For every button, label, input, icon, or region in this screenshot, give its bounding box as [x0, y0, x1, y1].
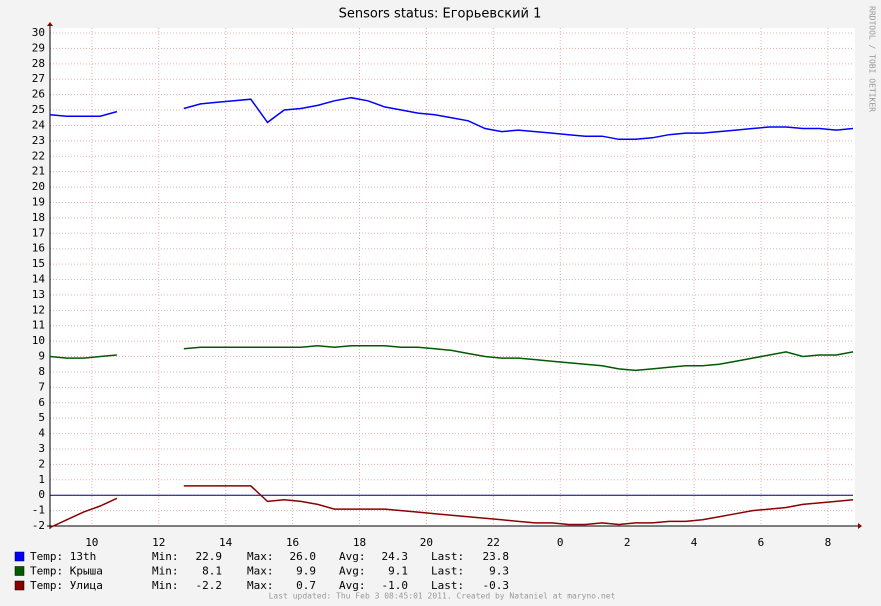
x-tick-label: 8	[825, 536, 832, 549]
x-tick-label: 4	[691, 536, 698, 549]
x-tick-label: 16	[286, 536, 299, 549]
legend-label: Temp: Улица	[30, 579, 103, 592]
y-tick-label: 25	[32, 103, 45, 116]
y-tick-label: 3	[38, 442, 45, 455]
series-line	[49, 96, 854, 141]
footer: Last updated: Thu Feb 3 08:45:01 2011. C…	[269, 592, 616, 601]
y-tick-label: 1	[38, 473, 45, 486]
x-tick-label: 20	[420, 536, 433, 549]
side-text: RRDTOOL / TOBI OETIKER	[868, 6, 877, 112]
y-tick-label: 14	[32, 273, 46, 286]
y-tick-label: 10	[32, 334, 45, 347]
y-tick-label: 8	[38, 365, 45, 378]
stat-name: Max:	[247, 579, 274, 592]
y-tick-label: 11	[32, 319, 45, 332]
stat-value: 8.1	[202, 565, 222, 578]
y-tick-label: 4	[38, 427, 45, 440]
stat-value: 9.3	[489, 565, 509, 578]
y-tick-label: 30	[32, 26, 45, 39]
y-tick-label: 26	[32, 88, 45, 101]
stat-value: 26.0	[290, 550, 317, 563]
stat-name: Min:	[152, 550, 179, 563]
stat-name: Avg:	[339, 550, 366, 563]
y-tick-label: 6	[38, 396, 45, 409]
x-tick-label: 14	[219, 536, 233, 549]
y-tick-label: -1	[32, 504, 45, 517]
y-tick-label: 2	[38, 457, 45, 470]
stat-name: Min:	[152, 565, 179, 578]
y-tick-label: 20	[32, 180, 45, 193]
y-tick-label: 9	[38, 350, 45, 363]
stat-value: 0.7	[296, 579, 316, 592]
axis-arrow	[47, 22, 53, 26]
stat-name: Last:	[431, 579, 464, 592]
y-tick-label: 13	[32, 288, 45, 301]
stat-value: -1.0	[382, 579, 409, 592]
x-tick-label: 22	[487, 536, 500, 549]
stat-name: Max:	[247, 550, 274, 563]
y-tick-label: 27	[32, 72, 45, 85]
y-tick-label: 28	[32, 57, 45, 70]
y-tick-label: 12	[32, 303, 45, 316]
y-tick-label: 24	[32, 118, 46, 131]
stat-value: 9.9	[296, 565, 316, 578]
legend-label: Temp: 13th	[30, 550, 96, 563]
series-line	[49, 344, 854, 372]
x-tick-label: 18	[353, 536, 366, 549]
x-tick-label: 12	[152, 536, 165, 549]
legend-label: Temp: Крыша	[30, 565, 103, 578]
x-tick-label: 0	[557, 536, 564, 549]
x-tick-label: 2	[624, 536, 631, 549]
x-tick-label: 10	[85, 536, 98, 549]
y-tick-label: 18	[32, 211, 45, 224]
y-tick-label: 5	[38, 411, 45, 424]
chart-title: Sensors status: Егорьевский 1	[339, 7, 542, 22]
axis-arrow	[858, 523, 862, 529]
stat-name: Last:	[431, 550, 464, 563]
stat-name: Avg:	[339, 579, 366, 592]
x-tick-label: 6	[758, 536, 765, 549]
y-tick-label: 0	[38, 488, 45, 501]
y-tick-label: 7	[38, 380, 45, 393]
series-line	[49, 485, 854, 529]
stat-value: 24.3	[382, 550, 409, 563]
stat-name: Avg:	[339, 565, 366, 578]
y-tick-label: 16	[32, 242, 45, 255]
stat-value: -2.2	[196, 579, 223, 592]
y-tick-label: 21	[32, 165, 45, 178]
y-tick-label: 23	[32, 134, 45, 147]
stat-name: Min:	[152, 579, 179, 592]
y-tick-label: 15	[32, 257, 45, 270]
stat-name: Max:	[247, 565, 274, 578]
legend-swatch	[14, 580, 25, 591]
stat-name: Last:	[431, 565, 464, 578]
y-tick-label: 17	[32, 226, 45, 239]
y-tick-label: 29	[32, 41, 45, 54]
stat-value: 23.8	[483, 550, 510, 563]
y-tick-label: 19	[32, 195, 45, 208]
stat-value: -0.3	[483, 579, 510, 592]
stat-value: 22.9	[196, 550, 223, 563]
legend-swatch	[14, 566, 25, 576]
legend-swatch	[14, 551, 25, 562]
y-tick-label: 22	[32, 149, 45, 162]
y-tick-label: -2	[32, 519, 45, 532]
stat-value: 9.1	[388, 565, 408, 578]
plot-area	[50, 28, 855, 526]
